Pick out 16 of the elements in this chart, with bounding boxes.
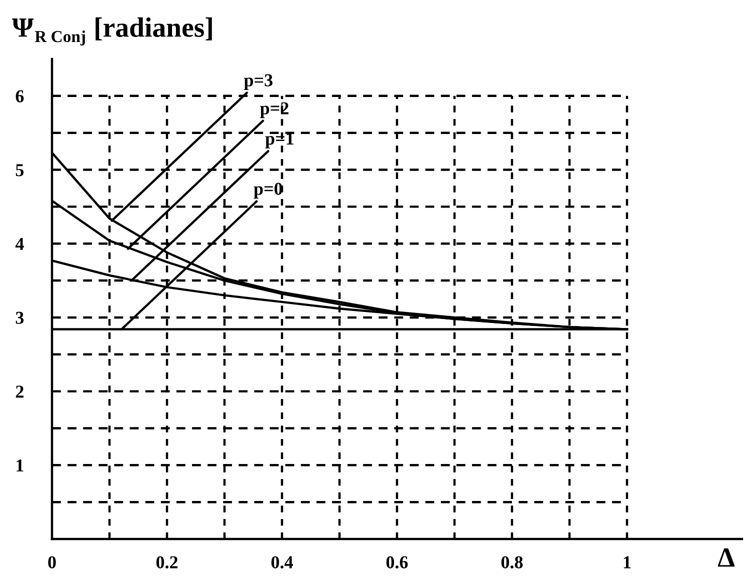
x-tick-label: 0.4: [271, 556, 293, 568]
annotation: p=0: [254, 182, 282, 199]
x-tick-label: 0.6: [386, 556, 408, 568]
x-tick-label: 1: [624, 556, 631, 568]
annotation: p=2: [260, 102, 288, 118]
y-tick-label: 1: [16, 460, 24, 472]
x-tick-label: 0: [48, 556, 56, 568]
y-tick-label: 4: [15, 238, 24, 250]
y-tick-label: 3: [16, 312, 24, 324]
y-tick-label: 5: [16, 164, 24, 176]
x-tick-label: 0.8: [501, 556, 523, 568]
annotation: p=3: [244, 74, 272, 90]
y-tick-label: 6: [16, 90, 24, 102]
x-axis-title: Δ: [718, 548, 735, 567]
y-tick-label: 2: [16, 386, 24, 398]
x-tick-label: 0.2: [156, 556, 178, 568]
